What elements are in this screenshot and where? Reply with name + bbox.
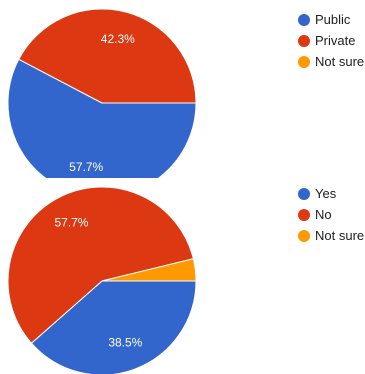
slice-yes[interactable] — [30, 280, 197, 374]
legend-swatch-no — [298, 208, 310, 221]
legend-item-no[interactable]: No — [298, 204, 364, 225]
pie-chart-1: 57.7% 42.3% Public Private Not sure — [0, 0, 365, 178]
legend-label-public: Public — [315, 12, 351, 27]
slice-no-label: 57.7% — [54, 215, 88, 229]
pie-chart-2-plot: 38.5% 57.7% — [7, 186, 197, 374]
legend-swatch-not-sure — [298, 55, 310, 68]
legend-item-private[interactable]: Private — [298, 30, 364, 51]
legend-item-not-sure-2[interactable]: Not sure — [298, 225, 364, 246]
legend-swatch-not-sure-2 — [298, 229, 310, 242]
legend-item-not-sure[interactable]: Not sure — [298, 51, 364, 72]
legend-item-yes[interactable]: Yes — [298, 183, 364, 204]
slice-no[interactable] — [7, 186, 194, 344]
slice-not-sure[interactable] — [101, 258, 197, 282]
pie-chart-2: 38.5% 57.7% Yes No Not sure — [0, 178, 365, 374]
legend-label-not-sure-2: Not sure — [315, 228, 365, 243]
legend-swatch-yes — [298, 187, 310, 200]
legend-label-private: Private — [315, 33, 356, 48]
pie-chart-1-legend: Public Private Not sure — [298, 9, 364, 72]
legend-swatch-public — [298, 13, 310, 26]
slice-private[interactable] — [18, 8, 197, 104]
legend-label-not-sure: Not sure — [315, 54, 365, 69]
slice-public[interactable] — [7, 58, 197, 178]
legend-label-yes: Yes — [315, 186, 337, 201]
slice-yes-label: 38.5% — [108, 336, 142, 350]
legend-swatch-private — [298, 34, 310, 47]
legend-item-public[interactable]: Public — [298, 9, 364, 30]
pie-chart-2-legend: Yes No Not sure — [298, 183, 364, 246]
slice-private-label: 42.3% — [101, 32, 135, 46]
legend-label-no: No — [315, 207, 332, 222]
pie-chart-1-plot: 57.7% 42.3% — [7, 8, 197, 178]
slice-public-label: 57.7% — [69, 160, 103, 174]
